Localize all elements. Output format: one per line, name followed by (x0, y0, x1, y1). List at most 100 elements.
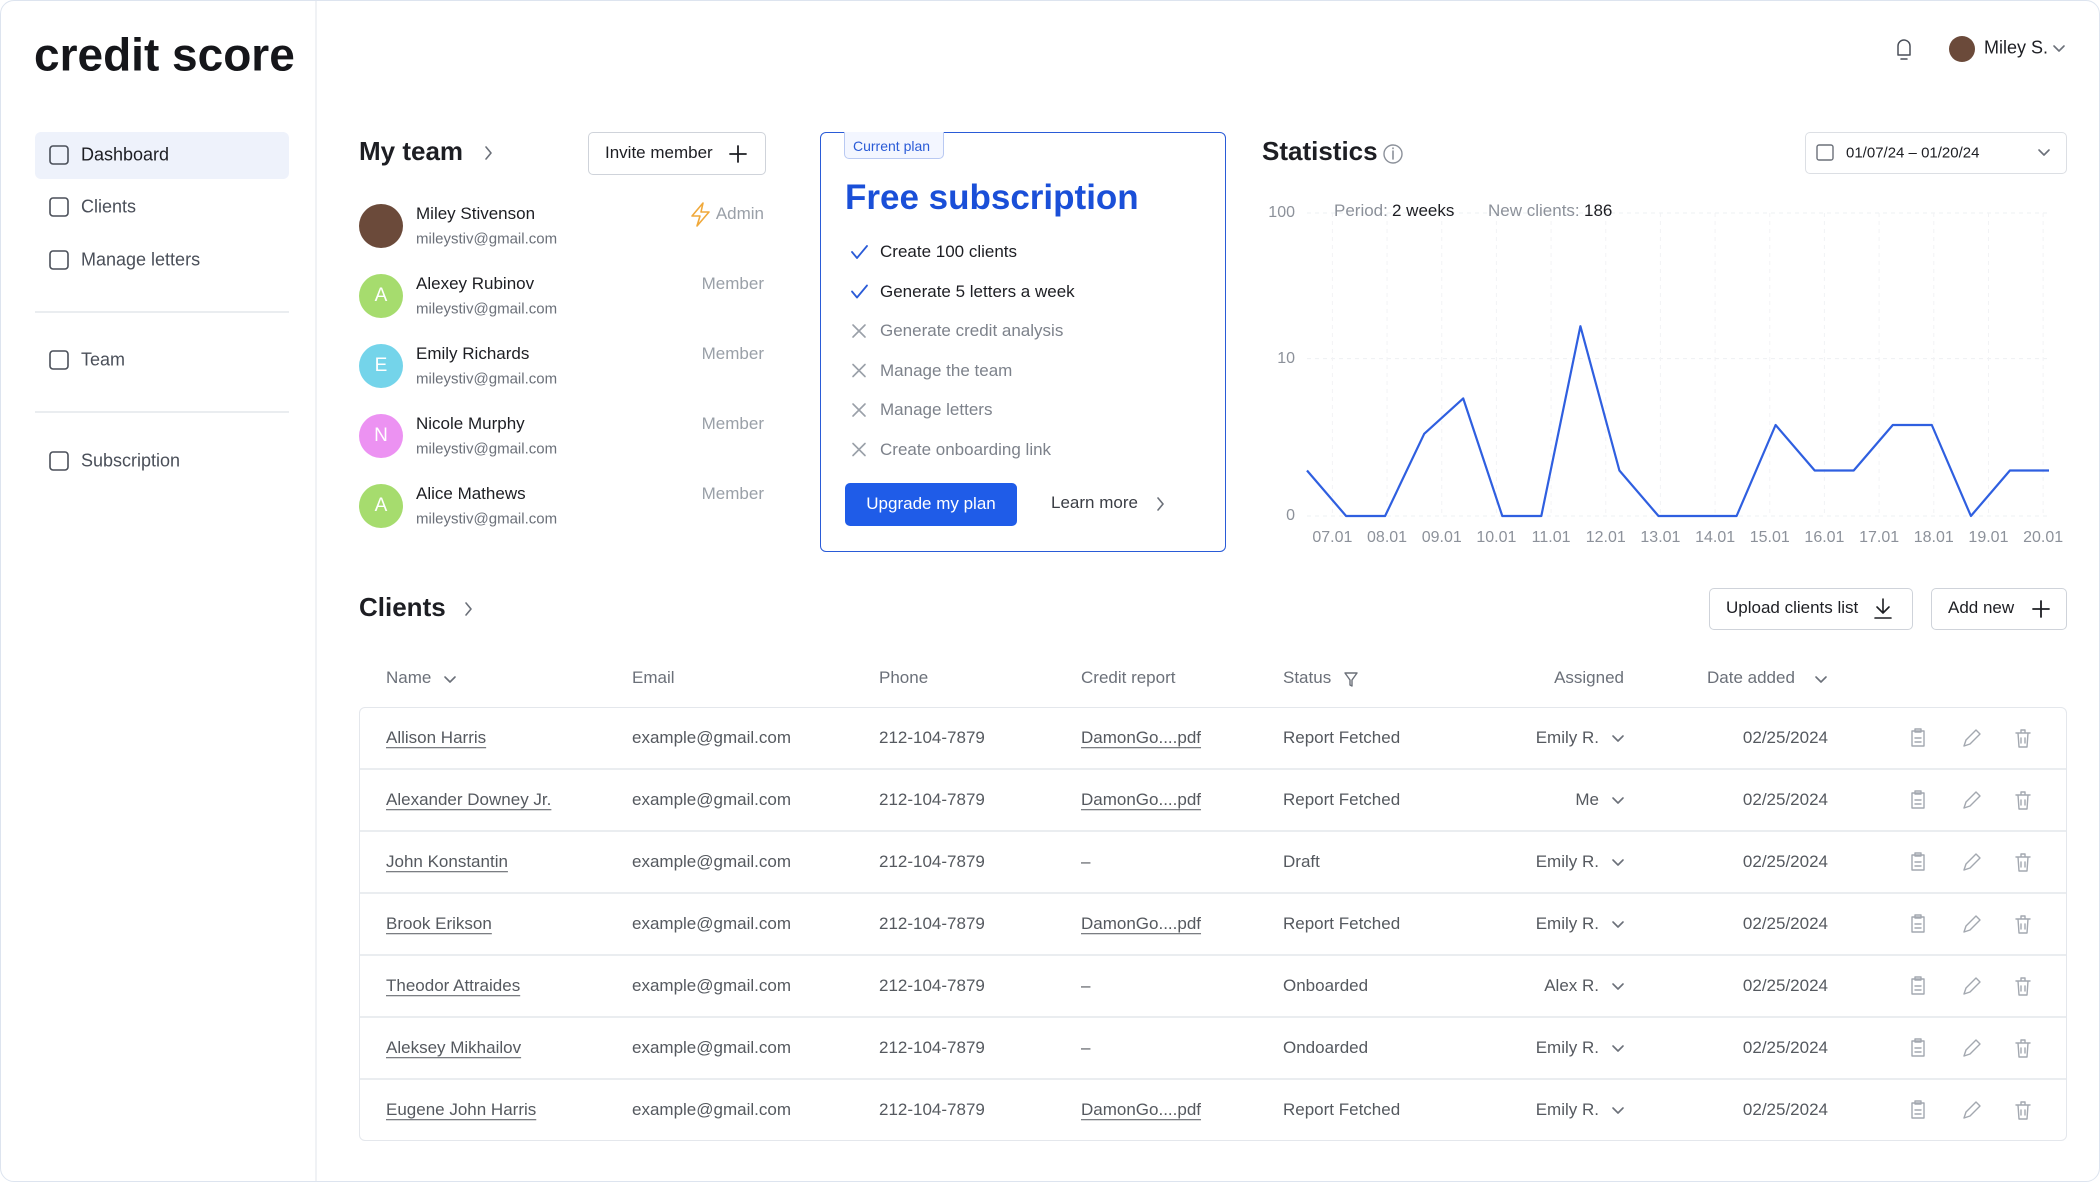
plan-feature: Create onboarding link (880, 439, 1052, 459)
client-email: example@gmail.com (632, 914, 791, 934)
button-label: Upgrade my plan (866, 494, 996, 514)
nav-item[interactable]: Subscription (81, 450, 181, 471)
client-date: 02/25/2024 (1742, 1100, 1828, 1120)
nav-icon (49, 197, 69, 217)
plan-title: Free subscription (845, 177, 1139, 217)
member-role: Member (701, 344, 764, 364)
client-date: 02/25/2024 (1742, 852, 1828, 872)
member-name: Alice Mathews (416, 484, 526, 504)
member-email: mileystiv@gmail.com (416, 230, 558, 248)
client-name[interactable]: Eugene John Harris (386, 1100, 537, 1120)
nav-active-bg (35, 132, 289, 179)
client-name[interactable]: Aleksey Mikhailov (386, 1038, 522, 1058)
info-icon (1383, 144, 1403, 164)
client-name[interactable]: Alexander Downey Jr. (386, 790, 552, 810)
member-role: Member (701, 414, 764, 434)
learn-more-link[interactable]: Learn more (1051, 493, 1138, 513)
member-role: Admin (715, 204, 764, 224)
client-date: 02/25/2024 (1742, 728, 1828, 748)
invite-button[interactable] (588, 132, 766, 175)
client-name[interactable]: Theodor Attraides (386, 976, 521, 996)
plan-tag (844, 132, 944, 159)
chevron-icon (465, 602, 472, 616)
logo: credit score (34, 28, 295, 81)
new-clients-label: New clients: (1488, 201, 1580, 221)
y-tick-label: 0 (1286, 506, 1295, 524)
member-email: mileystiv@gmail.com (416, 300, 558, 318)
nav-icon (49, 250, 69, 270)
credit-report[interactable]: DamonGo....pdf (1081, 914, 1202, 934)
client-status: Draft (1283, 852, 1320, 872)
chevron-icon (1815, 676, 1827, 683)
client-name[interactable]: John Konstantin (386, 852, 508, 872)
client-name[interactable]: Brook Erikson (386, 914, 492, 934)
add-button[interactable] (1931, 588, 2067, 630)
client-status: Report Fetched (1283, 728, 1401, 748)
nav-item[interactable]: Team (81, 349, 126, 370)
upload-button[interactable] (1709, 588, 1913, 630)
column-header[interactable]: Date added (1707, 668, 1795, 688)
section-title: Clients (359, 592, 446, 623)
client-phone: 212-104-7879 (879, 728, 985, 748)
client-assigned[interactable]: Emily R. (1535, 728, 1599, 748)
plan-feature: Manage the team (880, 360, 1013, 380)
x-tick-label: 19.01 (1968, 528, 2009, 546)
client-email: example@gmail.com (632, 790, 791, 810)
member-avatar (359, 204, 403, 248)
plan-feature: Manage letters (880, 400, 993, 420)
column-header: Email (632, 668, 675, 688)
client-name[interactable]: Allison Harris (386, 728, 487, 748)
client-assigned[interactable]: Alex R. (1544, 976, 1599, 996)
member-email: mileystiv@gmail.com (416, 370, 558, 388)
column-header[interactable]: Name (386, 668, 432, 688)
date-picker[interactable] (1805, 132, 2067, 174)
nav-item[interactable]: Clients (81, 196, 137, 217)
credit-report[interactable]: DamonGo....pdf (1081, 1100, 1202, 1120)
column-header: Assigned (1554, 668, 1624, 688)
member-email: mileystiv@gmail.com (416, 510, 558, 528)
x-tick-label: 13.01 (1640, 528, 1681, 546)
x-tick-label: 07.01 (1312, 528, 1353, 546)
client-phone: 212-104-7879 (879, 976, 985, 996)
period-value: 2 weeks (1392, 201, 1455, 221)
client-assigned[interactable]: Emily R. (1535, 914, 1599, 934)
new-clients-value: 186 (1584, 201, 1613, 221)
client-date: 02/25/2024 (1742, 1038, 1828, 1058)
member-name: Miley Stivenson (416, 204, 536, 224)
credit-report[interactable]: DamonGo....pdf (1081, 728, 1202, 748)
chevron-icon (2053, 45, 2065, 52)
credit-report: – (1081, 976, 1091, 996)
nav-item[interactable]: Dashboard (81, 144, 170, 165)
client-assigned[interactable]: Emily R. (1535, 1100, 1599, 1120)
nav-item[interactable]: Manage letters (81, 249, 201, 270)
plan-tag-label: Current plan (853, 137, 931, 154)
chevron-icon (444, 676, 456, 683)
section-title: My team (359, 136, 464, 167)
x-tick-label: 14.01 (1695, 528, 1736, 546)
member-name: Alexey Rubinov (416, 274, 535, 294)
data-line (1306, 325, 2049, 518)
filter-icon (1344, 672, 1358, 687)
x-tick-label: 11.01 (1531, 528, 1571, 546)
client-phone: 212-104-7879 (879, 790, 985, 810)
button-label: Add new (1948, 598, 2015, 618)
member-role: Member (701, 274, 764, 294)
client-phone: 212-104-7879 (879, 852, 985, 872)
client-assigned[interactable]: Me (1575, 790, 1599, 810)
client-email: example@gmail.com (632, 1100, 791, 1120)
admin-icon (691, 202, 710, 227)
client-assigned[interactable]: Emily R. (1535, 1038, 1599, 1058)
upgrade-button[interactable] (845, 483, 1017, 526)
column-header[interactable]: Status (1283, 668, 1332, 688)
x-tick-label: 12.01 (1585, 528, 1626, 546)
credit-report[interactable]: DamonGo....pdf (1081, 790, 1202, 810)
member-name: Nicole Murphy (416, 414, 525, 434)
client-assigned[interactable]: Emily R. (1535, 852, 1599, 872)
user-name[interactable]: Miley S. (1984, 37, 2049, 58)
avatar-initial: A (374, 285, 388, 307)
credit-report: – (1081, 1038, 1091, 1058)
client-phone: 212-104-7879 (879, 1038, 985, 1058)
nav-icon (49, 350, 69, 370)
period-label: Period: (1334, 201, 1388, 221)
